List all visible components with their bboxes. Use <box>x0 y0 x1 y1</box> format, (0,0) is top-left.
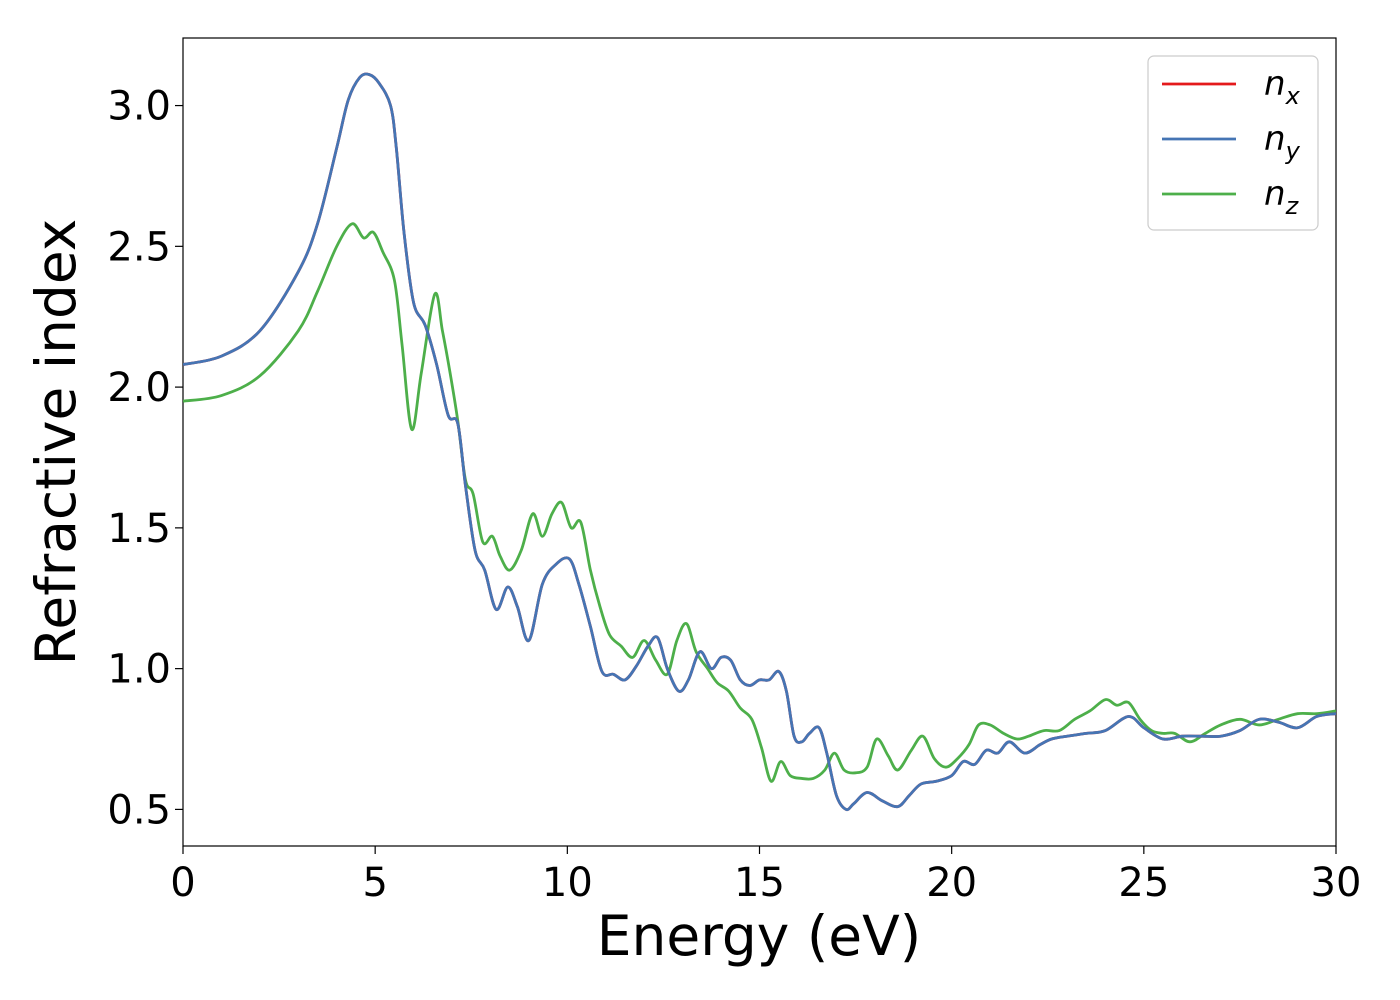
x-tick-label: 30 <box>1311 860 1362 906</box>
y-tick-label: 3.0 <box>107 84 171 130</box>
x-tick-label: 20 <box>926 860 977 906</box>
y-tick-label: 1.0 <box>107 647 171 693</box>
x-axis-title: Energy (eV) <box>597 904 921 968</box>
series-layer <box>183 72 1336 812</box>
x-tick-label: 0 <box>170 860 195 906</box>
legend-box <box>1147 55 1319 231</box>
x-tick-label: 10 <box>542 860 593 906</box>
y-tick-label: 2.0 <box>107 365 171 411</box>
legend-label-x: nx <box>1264 64 1301 110</box>
y-axis-title: Refractive index <box>24 219 88 666</box>
legend-items: nx ny nz <box>1162 64 1301 220</box>
x-tick-label: 5 <box>362 860 387 906</box>
x-tick-label: 25 <box>1118 860 1169 906</box>
legend-label-y: ny <box>1264 119 1301 165</box>
x-tick-label: 15 <box>734 860 785 906</box>
y-tick-label: 2.5 <box>107 224 171 270</box>
legend: nx ny nz <box>1147 55 1319 231</box>
series-line-z <box>183 222 1336 783</box>
y-tick-label: 0.5 <box>107 787 171 833</box>
series-line-y <box>183 72 1336 812</box>
y-tick-label: 1.5 <box>107 506 171 552</box>
legend-label-z: nz <box>1264 174 1300 220</box>
ticks-layer: 0 5 10 15 20 25 30 0.5 1.0 1.5 2.0 2.5 3.0 <box>107 84 1361 906</box>
